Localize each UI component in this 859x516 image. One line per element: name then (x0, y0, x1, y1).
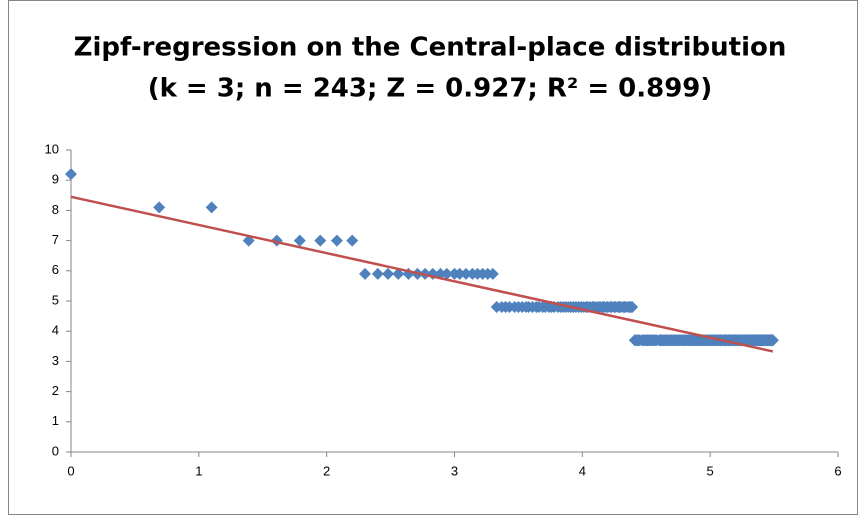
data-point (486, 267, 499, 280)
x-tick-label: 0 (67, 463, 74, 478)
data-point (371, 267, 384, 280)
x-tick-label: 5 (707, 463, 714, 478)
y-tick-label: 3 (52, 353, 59, 368)
data-point (293, 234, 306, 247)
chart-subtitle: (k = 3; n = 243; Z = 0.927; R² = 0.899) (148, 74, 713, 104)
x-tick-label: 1 (195, 463, 202, 478)
data-point (382, 267, 395, 280)
y-tick-label: 5 (52, 292, 59, 307)
y-tick-label: 2 (52, 383, 59, 398)
y-tick-label: 6 (52, 262, 59, 277)
data-point (346, 234, 359, 247)
y-tick-label: 8 (52, 202, 59, 217)
trend-line (70, 195, 774, 353)
chart-border (8, 0, 858, 515)
data-point (626, 301, 639, 314)
x-tick-label: 4 (579, 463, 586, 478)
x-tick-label: 3 (451, 463, 458, 478)
data-point (153, 201, 166, 214)
x-tick-label: 2 (323, 463, 330, 478)
x-tick-label: 6 (834, 463, 841, 478)
y-tick-label: 1 (52, 413, 59, 428)
data-point (314, 234, 327, 247)
data-point (65, 168, 77, 181)
data-point (453, 267, 466, 280)
data-point (440, 267, 453, 280)
data-point (766, 334, 779, 347)
chart-title: Zipf-regression on the Central-place dis… (74, 33, 787, 63)
data-point (359, 267, 372, 280)
y-tick-label: 10 (45, 141, 59, 156)
data-point (330, 234, 343, 247)
data-point (460, 267, 473, 280)
y-tick-label: 0 (52, 443, 59, 458)
data-point (205, 201, 218, 214)
y-tick-label: 7 (52, 232, 59, 247)
y-tick-label: 9 (52, 172, 59, 187)
y-tick-label: 4 (52, 323, 59, 338)
